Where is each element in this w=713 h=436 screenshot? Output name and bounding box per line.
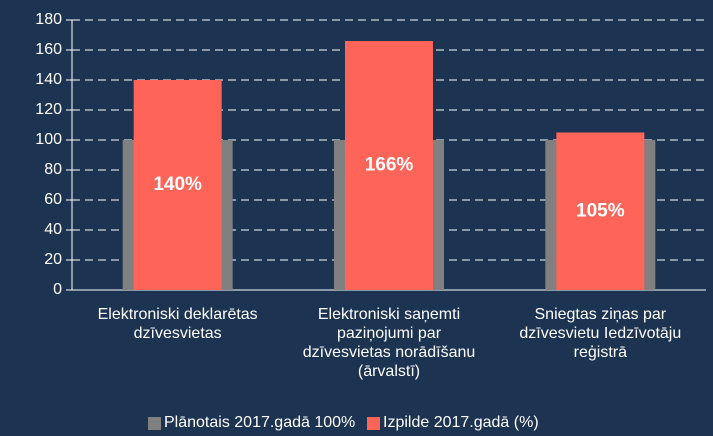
legend-label: Izpilde 2017.gadā (%) (383, 414, 539, 431)
legend-item: Izpilde 2017.gadā (%) (367, 414, 539, 432)
bar (345, 41, 433, 290)
y-tick-label: 80 (44, 161, 62, 178)
bar (133, 80, 222, 290)
legend-label: Plānotais 2017.gadā 100% (164, 414, 356, 431)
x-tick-label: Elektroniski saņemti paziņojumi par dzīv… (302, 306, 476, 380)
x-tick-label: Sniegtas ziņas par dzīvesvietu Iedzīvotā… (519, 306, 682, 361)
y-tick-label: 120 (35, 101, 62, 118)
y-tick-label: 180 (35, 11, 62, 28)
legend-swatch (367, 416, 380, 430)
bar (556, 132, 645, 290)
y-tick-label: 0 (53, 281, 62, 298)
data-label: 166% (365, 155, 414, 176)
x-tick-label: Elektroniski deklarētas dzīvesvietas (97, 306, 258, 342)
legend-item: Plānotais 2017.gadā 100% (148, 414, 355, 432)
y-tick-label: 140 (35, 71, 62, 88)
data-label: 105% (576, 200, 625, 221)
y-tick-label: 100 (35, 131, 62, 148)
y-tick-label: 40 (44, 221, 62, 238)
y-tick-label: 160 (35, 41, 62, 58)
legend-swatch (148, 416, 161, 430)
y-tick-label: 60 (44, 191, 62, 208)
y-tick-label: 20 (44, 251, 62, 268)
data-label: 140% (153, 174, 202, 195)
